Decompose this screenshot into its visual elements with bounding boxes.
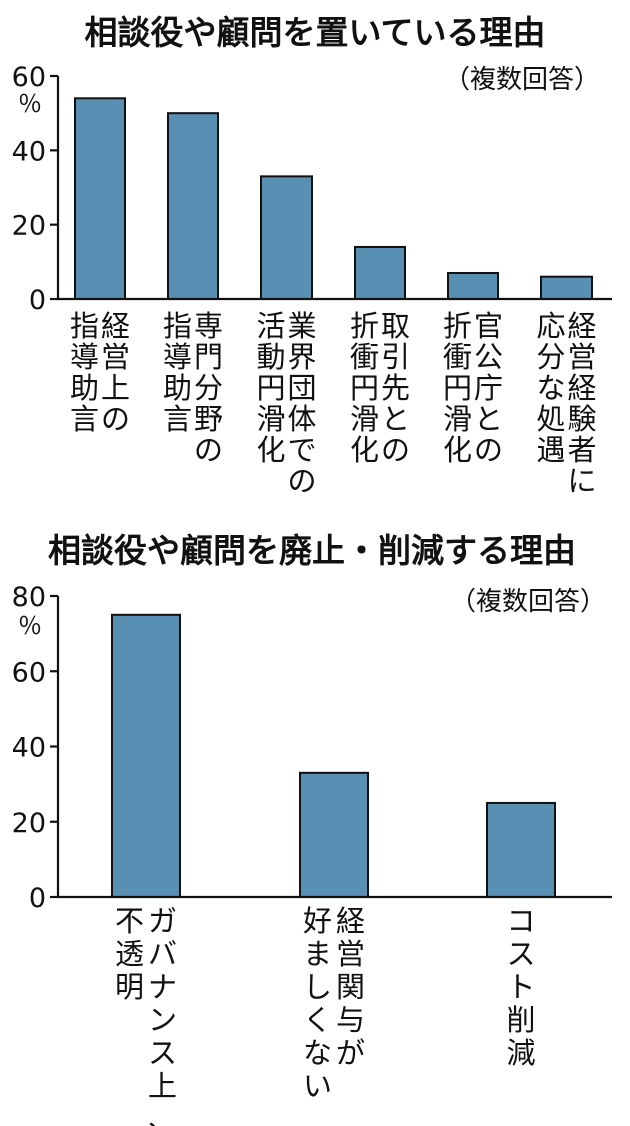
category-label-line: 経営上の (101, 309, 130, 436)
category-label-line: 応分な処遇 (536, 309, 565, 467)
category-label-line: 経営経験者に (567, 309, 596, 498)
y-tick-label: 80 (12, 582, 46, 613)
category-label-3: コスト削減 (506, 904, 535, 1070)
category-label-line: 指導助言 (70, 309, 99, 436)
bar-6 (540, 275, 593, 301)
category-label-line: 活動円滑化 (256, 309, 285, 467)
y-tick-label: 0 (29, 883, 46, 914)
category-label-line: 専門分野の (194, 309, 223, 467)
category-label-line: 不透明 (115, 904, 144, 1004)
chart-2-note: （複数回答） (450, 587, 606, 617)
chart-2-y-axis: 80 60 40 20 0 (12, 582, 58, 914)
bar-5 (447, 271, 499, 301)
category-label-line: 官公庁との (474, 309, 503, 467)
chart-1-note: （複数回答） (444, 65, 600, 95)
chart-1-bars (74, 97, 593, 301)
category-label-1: ガバナンス上、不透明 (115, 904, 177, 1126)
y-tick-label: 40 (12, 136, 46, 167)
category-label-line: 指導助言 (163, 309, 192, 436)
chart-2-bars (111, 613, 556, 899)
y-tick-label: 60 (12, 62, 46, 93)
bar-2 (299, 771, 369, 899)
chart-2-title: 相談役や顧問を廃止・削減する理由 (48, 531, 576, 570)
category-label-line: 折衝円滑化 (350, 309, 379, 467)
bar-2 (167, 112, 219, 300)
category-label-line: 折衝円滑化 (443, 309, 472, 467)
category-label-line: 好ましくない (303, 904, 332, 1103)
bar-1 (74, 97, 126, 300)
chart-1-title: 相談役や顧問を置いている理由 (84, 13, 545, 52)
chart-1-category-labels: 経営上の指導助言専門分野の指導助言業界団体での活動円滑化取引先との折衝円滑化官公… (70, 309, 597, 498)
bar-3 (260, 175, 313, 301)
bar-1 (111, 613, 181, 898)
category-label-line: 取引先との (381, 309, 410, 467)
chart-1-y-axis: 60 40 20 0 (12, 62, 58, 316)
chart-1-axis-lines (56, 76, 612, 301)
y-tick-label: 40 (12, 733, 46, 764)
y-tick-label: 20 (12, 808, 46, 839)
y-tick-label: 60 (12, 657, 46, 688)
bar-4 (354, 245, 406, 300)
y-tick-label: 20 (12, 211, 46, 242)
y-tick-label: 0 (29, 285, 46, 316)
chart-1-unit: ％ (18, 90, 42, 118)
chart-2: 相談役や顧問を廃止・削減する理由 （複数回答） ％ 80 60 40 20 0 ガバナン… (12, 531, 612, 1126)
category-label-line: 経営関与が (336, 904, 365, 1070)
bar-3 (486, 801, 556, 898)
category-label-line: コスト削減 (506, 904, 535, 1070)
category-label-line: ガバナンス上、 (148, 904, 177, 1126)
chart-2-axis-lines (56, 596, 612, 899)
chart-2-unit: ％ (18, 612, 42, 640)
category-label-line: 業界団体での (287, 309, 316, 498)
